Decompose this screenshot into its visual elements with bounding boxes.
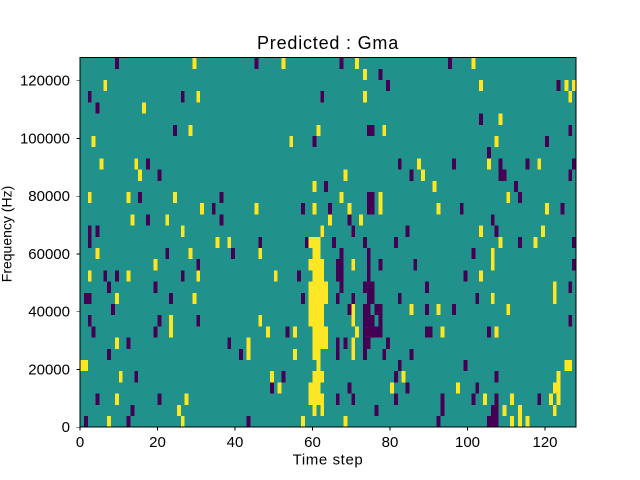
svg-text:120: 120	[532, 434, 557, 451]
svg-text:0: 0	[76, 434, 84, 451]
svg-text:80: 80	[382, 434, 399, 451]
svg-text:Predicted : Gma: Predicted : Gma	[257, 33, 399, 53]
svg-text:20: 20	[149, 434, 166, 451]
svg-text:40: 40	[227, 434, 244, 451]
svg-text:20000: 20000	[28, 362, 70, 379]
svg-text:0: 0	[62, 419, 70, 436]
svg-text:100: 100	[455, 434, 480, 451]
svg-text:80000: 80000	[28, 188, 70, 205]
svg-text:60000: 60000	[28, 246, 70, 263]
svg-text:100000: 100000	[20, 131, 70, 148]
svg-text:40000: 40000	[28, 304, 70, 321]
svg-text:120000: 120000	[20, 73, 70, 90]
svg-text:Frequency (Hz): Frequency (Hz)	[0, 186, 15, 282]
svg-text:Time step: Time step	[293, 452, 364, 469]
svg-text:60: 60	[304, 434, 321, 451]
